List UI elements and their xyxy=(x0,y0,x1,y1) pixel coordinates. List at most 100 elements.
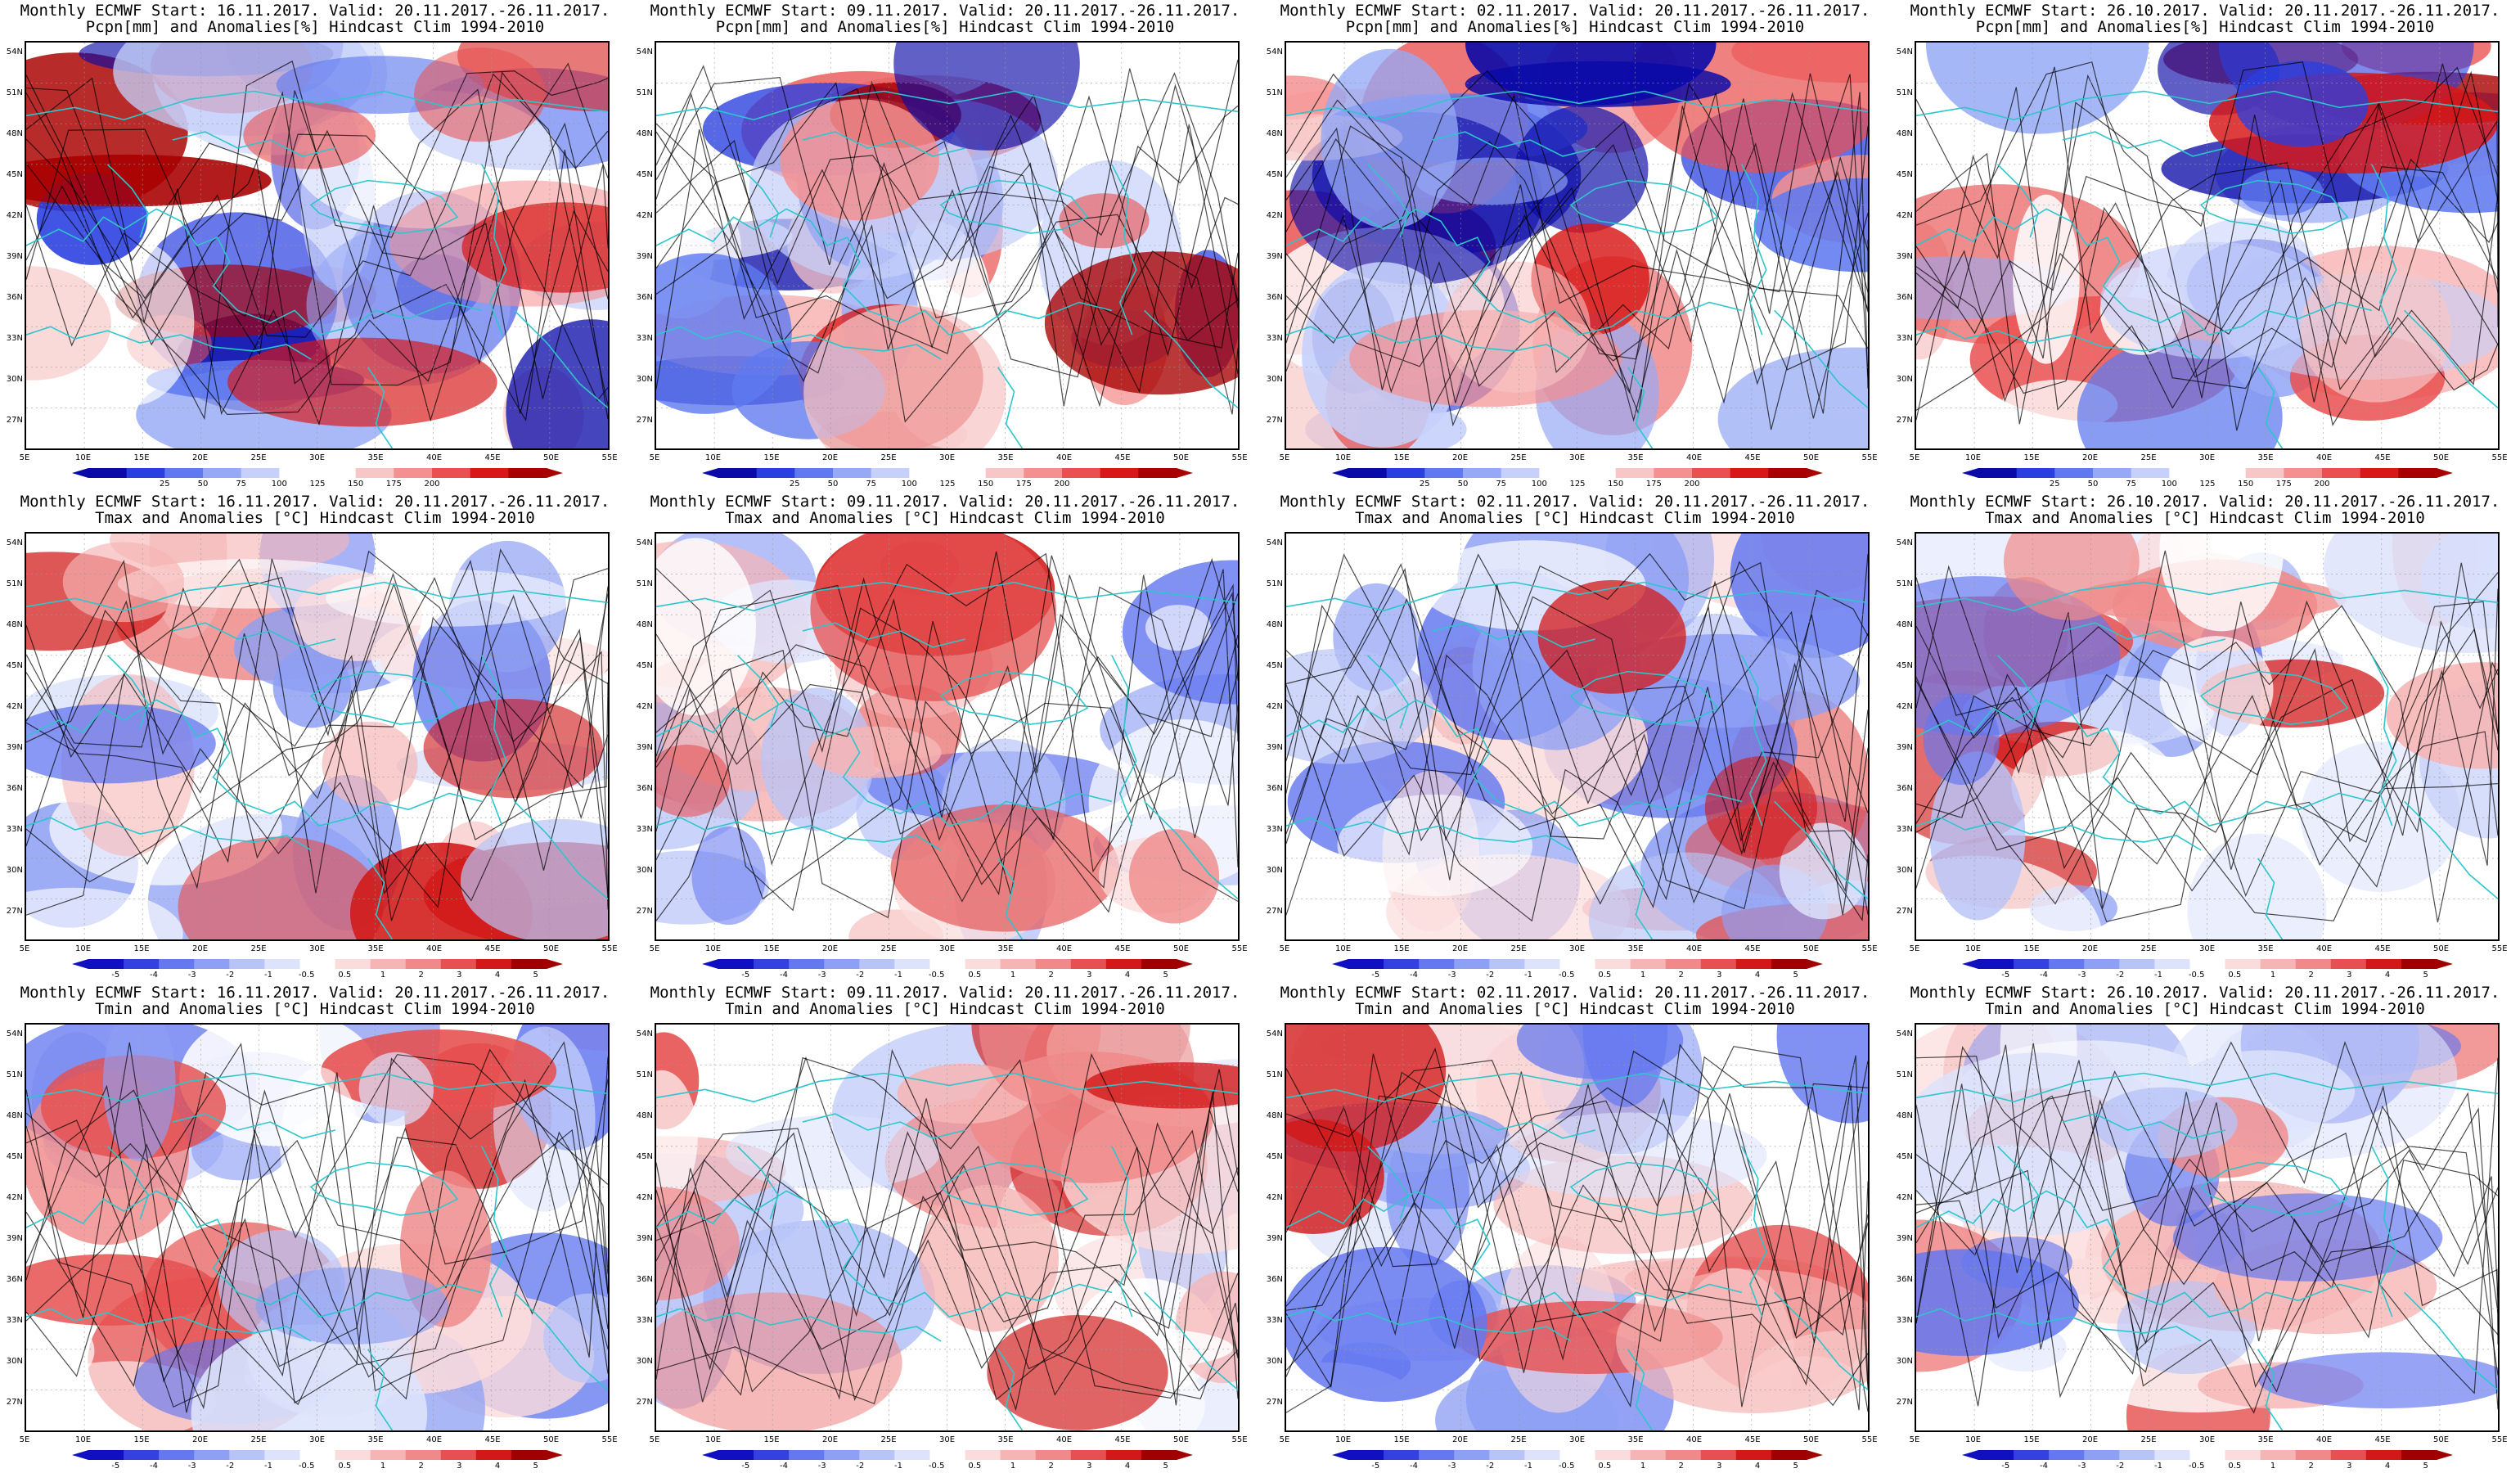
coastline xyxy=(2257,1349,2284,1430)
lon-label: 10E xyxy=(74,453,92,462)
anomaly-blob xyxy=(725,1115,941,1190)
contour-line xyxy=(656,650,1238,919)
coastline xyxy=(1111,164,1137,336)
colorbar-swatch xyxy=(871,468,910,478)
panel-title: Monthly ECMWF Start: 16.11.2017. Valid: … xyxy=(20,2,610,20)
anomaly-blob xyxy=(423,698,603,799)
contour-line xyxy=(26,587,608,921)
coastline xyxy=(736,655,780,729)
colorbar-swatch xyxy=(1463,468,1502,478)
contour-line xyxy=(1916,1070,2498,1410)
colorbar-swatch xyxy=(2189,1450,2226,1460)
colorbar-swatch xyxy=(124,959,160,969)
lon-label: 20E xyxy=(821,1435,839,1444)
anomaly-blob xyxy=(62,542,185,623)
anomaly-field xyxy=(656,43,1238,448)
map-panel-precip-1: Monthly ECMWF Start: 16.11.2017. Valid: … xyxy=(0,0,630,491)
colorbar-swatch xyxy=(2360,468,2399,478)
contour-line xyxy=(26,77,608,426)
map-panel-tmax-1: Monthly ECMWF Start: 16.11.2017. Valid: … xyxy=(0,491,630,982)
contour-line xyxy=(26,559,608,894)
colorbar-tick-label: -2 xyxy=(2116,1462,2125,1471)
lon-label: 55E xyxy=(1861,1435,1878,1444)
coastline xyxy=(481,164,507,336)
lon-label: 55E xyxy=(1231,1435,1248,1444)
lat-label: 42N xyxy=(1896,211,1913,220)
coastline xyxy=(1916,326,2202,360)
colorbar-tick-label: -1 xyxy=(264,971,272,980)
lon-label: 15E xyxy=(1393,453,1410,462)
colorbar-tick-label: -5 xyxy=(111,971,120,980)
colorbar-swatches xyxy=(1332,959,1823,969)
colorbar-tick-label: -1 xyxy=(2154,971,2162,980)
coastline xyxy=(939,1161,1089,1216)
lat-label: 36N xyxy=(1896,293,1913,302)
colorbar-tick-label: 3 xyxy=(1717,971,1722,980)
lat-label: 51N xyxy=(1896,1070,1913,1079)
lon-label: 55E xyxy=(1861,944,1878,953)
lon-label: 35E xyxy=(1627,453,1644,462)
colorbar-swatch xyxy=(965,959,1001,969)
lat-label: 39N xyxy=(6,743,23,752)
panel-title: Monthly ECMWF Start: 26.10.2017. Valid: … xyxy=(1910,984,2500,1002)
colorbar-swatch xyxy=(405,1450,442,1460)
colorbar-swatch xyxy=(2084,1450,2120,1460)
colorbar-swatch xyxy=(440,1450,477,1460)
colorbar-swatch xyxy=(1141,959,1177,969)
anomaly-blob xyxy=(1145,605,1212,651)
panel-title: Monthly ECMWF Start: 09.11.2017. Valid: … xyxy=(650,984,1240,1002)
contour-line xyxy=(656,82,1238,352)
map-area xyxy=(1915,41,2500,450)
colorbar-swatch xyxy=(2054,468,2094,478)
colorbar-tick-label: 175 xyxy=(2275,480,2292,489)
map-panel-tmin-3: Monthly ECMWF Start: 02.11.2017. Valid: … xyxy=(1260,982,1890,1473)
colorbar-tick-label: -1 xyxy=(1524,971,1532,980)
contour-line xyxy=(656,1122,1238,1358)
colorbar-tick-label: -2 xyxy=(856,971,865,980)
colorbar-labels: -5 -4 -3 -2 -1 -0.5 0.5 1 2 3 4 5 xyxy=(1332,1462,1823,1471)
contour-line xyxy=(26,1084,608,1383)
colorbar-swatch xyxy=(1489,959,1525,969)
map-panel-tmax-2: Monthly ECMWF Start: 09.11.2017. Valid: … xyxy=(630,491,1260,982)
colorbar-tick-label: -3 xyxy=(2077,1462,2086,1471)
coastline xyxy=(1741,1146,1767,1318)
colorbar-tick-label: 50 xyxy=(197,480,209,489)
lat-label: 45N xyxy=(1896,170,1913,179)
lon-label: 40E xyxy=(1055,453,1073,462)
contour-line xyxy=(26,1072,608,1392)
lat-label: 42N xyxy=(6,702,23,711)
colorbar-tick-label: 1 xyxy=(1640,1462,1646,1471)
colorbar-tick-label: 4 xyxy=(494,1462,501,1471)
coastline xyxy=(997,367,1024,448)
lon-label: 45E xyxy=(484,944,501,953)
colorbar-swatch xyxy=(159,959,195,969)
lat-label: 39N xyxy=(1896,743,1913,752)
colorbar-tick-label: -0.5 xyxy=(928,971,945,980)
contour-line xyxy=(1916,1146,2498,1399)
anomaly-blob xyxy=(178,836,384,939)
anomaly-blob xyxy=(1128,829,1220,924)
colorbar-swatch xyxy=(2093,468,2132,478)
colorbar-swatch xyxy=(355,468,394,478)
lon-label: 20E xyxy=(1451,1435,1469,1444)
contour-line xyxy=(656,114,1238,390)
lon-label: 45E xyxy=(1114,453,1131,462)
colorbar-tick-label: 0.5 xyxy=(1598,1462,1612,1471)
coastline xyxy=(1286,90,1868,121)
coastline xyxy=(26,326,312,360)
map-area xyxy=(655,532,1240,941)
colorbar-tick-label: 2 xyxy=(418,971,424,980)
coastline xyxy=(1111,1146,1137,1318)
map-area xyxy=(1915,1023,2500,1432)
colorbar-swatch xyxy=(1524,1450,1560,1460)
lon-label: 45E xyxy=(1114,1435,1131,1444)
lon-label: 40E xyxy=(425,944,443,953)
colorbar-tick-label: 3 xyxy=(1087,971,1092,980)
colorbar-swatch xyxy=(2014,959,2050,969)
colorbar-tick-label: 5 xyxy=(1163,1462,1168,1471)
coastline xyxy=(1627,367,1654,448)
lon-label: 50E xyxy=(542,944,560,953)
lat-label: 27N xyxy=(6,1398,23,1407)
colorbar-tick-label: -5 xyxy=(111,1462,120,1471)
coastline xyxy=(802,131,966,157)
